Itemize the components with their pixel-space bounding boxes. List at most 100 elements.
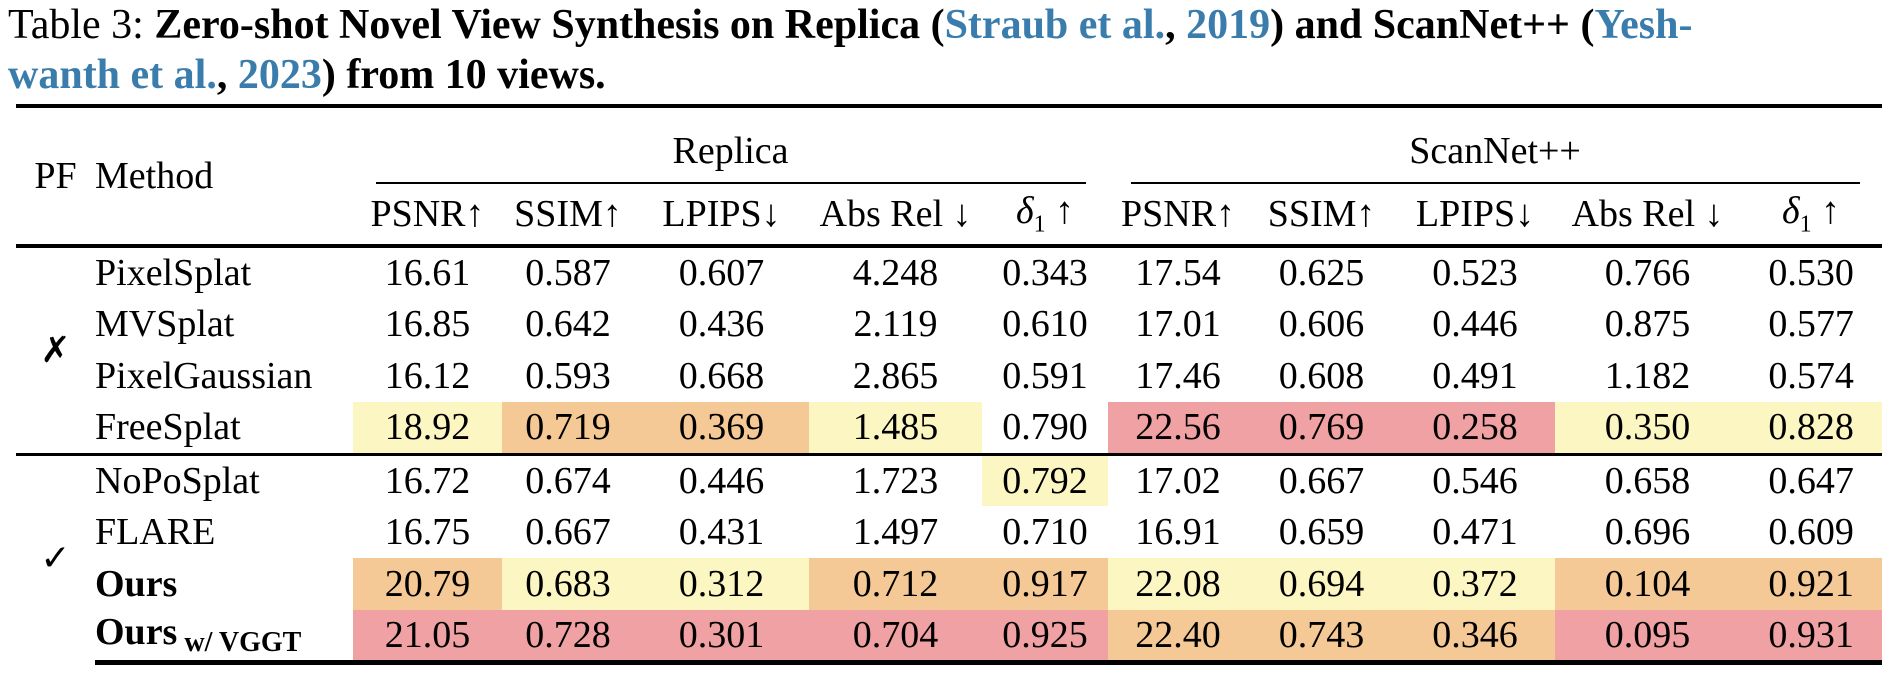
- up-arrow-icon: ↑: [1356, 193, 1376, 235]
- metric-value: 0.577: [1768, 303, 1854, 345]
- group-label: ScanNet++: [1409, 130, 1581, 172]
- method-suffix: w/ VGGT: [177, 627, 302, 659]
- down-arrow-icon: ↓: [1515, 193, 1535, 235]
- metric-value: 0.719: [502, 402, 634, 456]
- metric-name: δ: [1781, 190, 1800, 233]
- metric-value: 0.343: [1002, 252, 1088, 294]
- caption-text: Zero-shot Novel View Synthesis on Replic…: [154, 2, 945, 48]
- metric-value: 0.696: [1604, 511, 1691, 553]
- table-row: ✓ NoPoSplat 16.72 0.674 0.446 1.723 0.792 17.02…: [16, 454, 1882, 579]
- metric-name: SSIM: [514, 193, 603, 235]
- caption-text: ,: [216, 52, 238, 98]
- metric-value: 0.683: [502, 558, 634, 610]
- metric-header: LPIPS↓: [634, 184, 809, 248]
- metric-value: 20.79: [353, 558, 502, 610]
- metric-value: 1.497: [852, 511, 939, 553]
- method-name: MVSplat: [95, 303, 235, 345]
- metric-header: Abs Rel ↓: [809, 184, 982, 248]
- table-row: PixelGaussian 16.12 0.593 0.668 2.865 0.591 17…: [16, 350, 1882, 402]
- metric-value: 0.258: [1395, 402, 1556, 456]
- group-header-row: PF Method Replica ScanNet++: [16, 106, 1882, 248]
- metric-value: 0.446: [1432, 303, 1518, 345]
- citation-link[interactable]: wanth et al.: [8, 52, 217, 98]
- metric-value: 0.925: [982, 610, 1109, 665]
- metric-name: Abs Rel: [1571, 193, 1696, 235]
- citation-link[interactable]: Straub et al.: [944, 2, 1166, 48]
- rule: [1131, 182, 1861, 184]
- metric-value: 0.710: [1002, 511, 1088, 553]
- metric-header-row: PSNR↑ SSIM↑ LPIPS↓ Abs Rel ↓ δ1 ↑ PSNR↑ SSIM↑ L…: [16, 184, 1882, 248]
- citation-link[interactable]: 2023: [237, 52, 322, 98]
- metric-name: SSIM: [1267, 193, 1357, 235]
- metric-value: 22.56: [1108, 402, 1249, 456]
- metric-value: 0.608: [1278, 355, 1365, 397]
- metric-value: 16.85: [384, 303, 471, 345]
- metric-value: 0.667: [525, 511, 611, 553]
- metric-value: 0.593: [525, 355, 611, 397]
- caption-text: ,: [1165, 2, 1187, 48]
- metric-value: 0.674: [525, 459, 611, 502]
- metric-value: 0.372: [1395, 558, 1556, 610]
- metric-value: 0.574: [1768, 355, 1854, 397]
- metric-value: 0.312: [634, 558, 809, 610]
- metric-value: 0.369: [634, 402, 809, 456]
- metric-value: 0.642: [525, 303, 611, 345]
- citation-link[interactable]: 2019: [1186, 2, 1271, 48]
- metric-header: δ1 ↑: [1740, 184, 1882, 248]
- metric-header: SSIM↑: [1248, 184, 1396, 248]
- metric-value: 0.346: [1395, 610, 1556, 665]
- down-arrow-icon: ↓: [1695, 193, 1724, 235]
- metric-value: 0.431: [678, 511, 765, 553]
- metric-value: 0.530: [1768, 252, 1854, 294]
- rule: [376, 182, 1087, 184]
- down-arrow-icon: ↓: [761, 193, 781, 235]
- metric-value: 0.931: [1740, 610, 1882, 665]
- metric-name: LPIPS: [662, 193, 762, 235]
- citation-link[interactable]: Yesh-: [1594, 2, 1693, 48]
- metric-value: 0.712: [809, 558, 982, 610]
- metric-value: 0.104: [1555, 558, 1741, 610]
- caption-text: ) and ScanNet++ (: [1270, 2, 1595, 48]
- metric-value: 22.40: [1108, 610, 1249, 665]
- metric-header: Abs Rel ↓: [1555, 184, 1741, 248]
- table-row: FreeSplat 18.92 0.719 0.369 1.485 0.790 22.56 0…: [16, 402, 1882, 456]
- results-table-body: ✗ PixelSplat 16.61 0.587 0.607 4.248 0.343 17.5…: [16, 246, 1882, 665]
- metric-value: 0.546: [1432, 459, 1518, 502]
- metric-header: PSNR↑: [1108, 184, 1249, 248]
- caption-tag: Table 3:: [8, 2, 155, 48]
- method-name: NoPoSplat: [95, 459, 260, 502]
- metric-value: 0.728: [502, 610, 634, 665]
- metric-value: 17.01: [1135, 303, 1221, 345]
- metric-header: SSIM↑: [502, 184, 634, 248]
- metric-value: 21.05: [353, 610, 502, 665]
- metric-name: LPIPS: [1415, 193, 1516, 235]
- caption-text: ) from 10 views.: [321, 52, 606, 98]
- metric-value: 16.61: [384, 252, 471, 294]
- metric-name: PSNR: [1121, 193, 1217, 235]
- metric-value: 0.694: [1248, 558, 1396, 610]
- table-row: Ours 20.79 0.683 0.312 0.712 0.917 22.08 0.694 0…: [16, 558, 1882, 610]
- metric-value: 0.828: [1740, 402, 1882, 456]
- metric-value: 1.182: [1604, 355, 1691, 397]
- metric-value: 0.668: [678, 355, 765, 397]
- group-header-replica: Replica: [353, 106, 1108, 184]
- up-arrow-icon: ↑: [465, 193, 485, 235]
- metric-value: 16.91: [1135, 511, 1221, 553]
- metric-value: 0.790: [982, 402, 1109, 456]
- up-arrow-icon: ↑: [1811, 190, 1841, 233]
- metric-value: 0.095: [1555, 610, 1741, 665]
- method-name: FLARE: [95, 511, 216, 553]
- metric-value: 0.917: [982, 558, 1109, 610]
- metric-value: 16.12: [384, 355, 471, 397]
- results-table: PF Method Replica ScanNet++ PSNR↑ SSIM↑ LP…: [16, 104, 1882, 665]
- check-mark-icon: ✓: [40, 538, 71, 580]
- metric-value: 0.587: [525, 252, 611, 294]
- metric-value: 0.875: [1604, 303, 1691, 345]
- metric-value: 0.436: [678, 303, 765, 345]
- metric-value: 0.606: [1278, 303, 1365, 345]
- metric-value: 0.647: [1768, 459, 1854, 502]
- metric-value: 0.921: [1740, 558, 1882, 610]
- metric-name: PSNR: [370, 193, 466, 235]
- metric-value: 0.769: [1248, 402, 1396, 456]
- metric-value: 0.743: [1248, 610, 1396, 665]
